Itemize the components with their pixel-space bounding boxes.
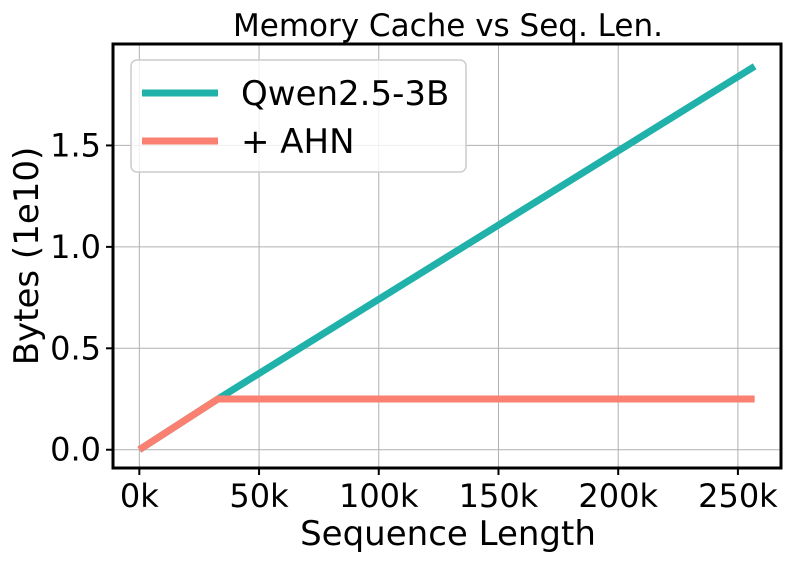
legend-label-ahn: + AHN xyxy=(241,122,355,162)
y-tick-label: 1.0 xyxy=(50,228,101,266)
x-tick-label: 250k xyxy=(698,477,778,515)
y-tick-label: 1.5 xyxy=(50,126,101,164)
x-tick-label: 50k xyxy=(229,477,289,515)
y-tick-label: 0.0 xyxy=(50,431,101,469)
y-axis-label: Bytes (1e10) xyxy=(7,147,47,366)
legend: Qwen2.5-3B + AHN xyxy=(130,59,467,173)
x-axis-label: Sequence Length xyxy=(300,514,596,554)
y-tick-label: 0.5 xyxy=(50,329,101,367)
series-line-ahn xyxy=(137,395,755,453)
x-tick-label: 100k xyxy=(339,477,419,515)
plot-frame xyxy=(111,42,783,470)
plot-series xyxy=(137,63,757,453)
legend-label-qwen: Qwen2.5-3B xyxy=(241,74,449,114)
x-tick-label: 150k xyxy=(459,477,539,515)
x-ticks: 0k 50k 100k 150k 200k 250k xyxy=(120,468,778,515)
x-tick-label: 200k xyxy=(578,477,658,515)
y-ticks: 0.0 0.5 1.0 1.5 xyxy=(50,126,113,469)
x-tick-label: 0k xyxy=(120,477,159,515)
chart-title: Memory Cache vs Seq. Len. xyxy=(233,8,663,44)
